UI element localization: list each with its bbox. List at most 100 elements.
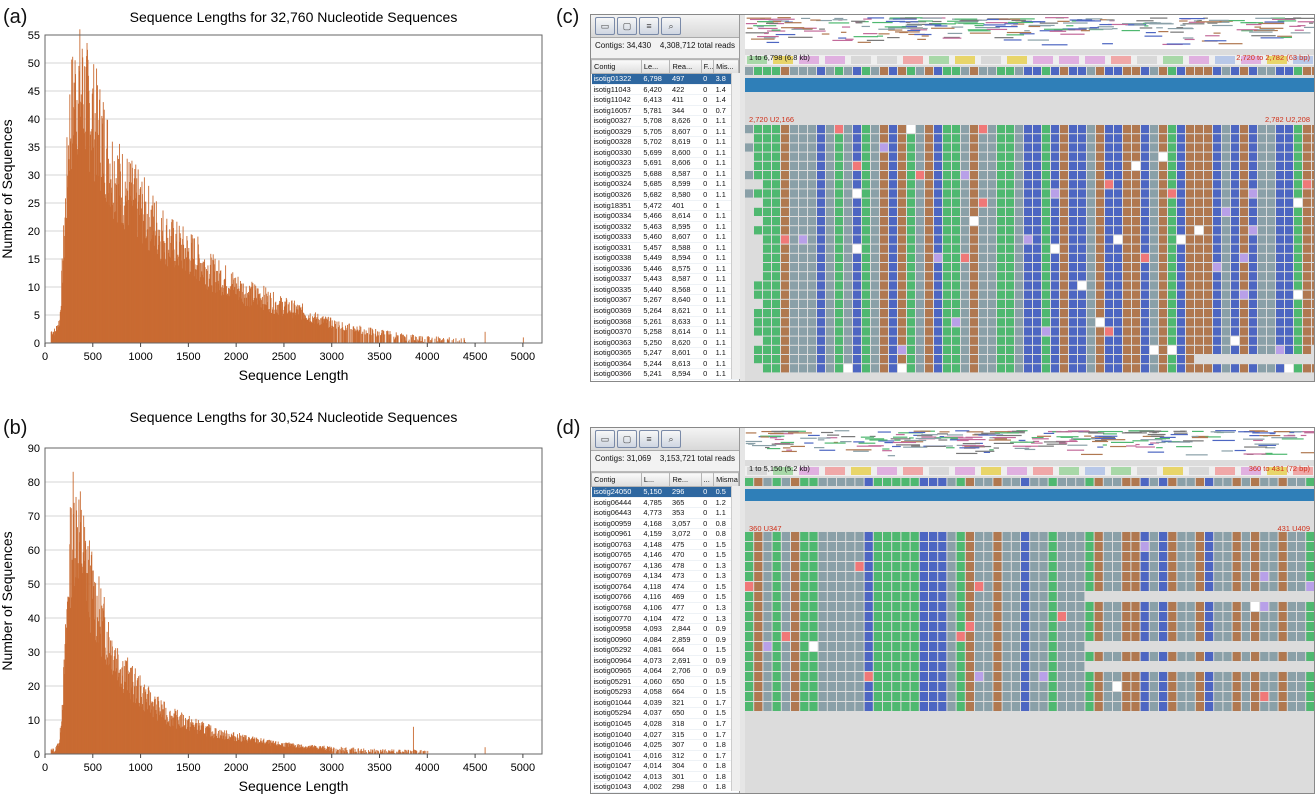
table-row[interactable]: isotig01042 4,013 301 0 1.8 bbox=[591, 771, 739, 783]
table-row[interactable]: isotig00764 4,118 474 0 1.5 bbox=[591, 581, 739, 593]
table-row[interactable]: isotig00769 4,134 473 0 1.3 bbox=[591, 570, 739, 582]
alignment-canvas[interactable] bbox=[745, 428, 1314, 793]
window-icon[interactable]: ▢ bbox=[617, 430, 637, 448]
table-row[interactable]: isotig00333 5,460 8,607 0 1.1 bbox=[591, 231, 739, 243]
read-base bbox=[808, 189, 816, 198]
table-row[interactable]: isotig00964 4,073 2,691 0 0.9 bbox=[591, 655, 739, 667]
table-row[interactable]: isotig00332 5,463 8,595 0 1.1 bbox=[591, 221, 739, 233]
table-row[interactable]: isotig00364 5,244 8,613 0 1.1 bbox=[591, 358, 739, 370]
table-row[interactable]: isotig01040 4,027 315 0 1.7 bbox=[591, 729, 739, 741]
table-row[interactable]: isotig00323 5,691 8,606 0 1.1 bbox=[591, 157, 739, 169]
table-row[interactable]: isotig11042 6,413 411 0 1.4 bbox=[591, 94, 739, 106]
table-row[interactable]: isotig00334 5,466 8,614 0 1.1 bbox=[591, 210, 739, 222]
table-row[interactable]: isotig01041 4,016 312 0 1.7 bbox=[591, 750, 739, 762]
table-row[interactable]: isotig24050 5,150 296 0 0.5 bbox=[591, 486, 739, 498]
table-row[interactable]: isotig00330 5,699 8,600 0 1.1 bbox=[591, 147, 739, 159]
table-row[interactable]: isotig00336 5,446 8,575 0 1.1 bbox=[591, 263, 739, 275]
table-row[interactable]: isotig06443 4,773 353 0 1.1 bbox=[591, 507, 739, 519]
table-row[interactable]: isotig00326 5,682 8,580 0 1.1 bbox=[591, 189, 739, 201]
table-row[interactable]: isotig00765 4,146 470 0 1.5 bbox=[591, 549, 739, 561]
table-row[interactable]: isotig00763 4,148 475 0 1.5 bbox=[591, 539, 739, 551]
read-base bbox=[898, 217, 906, 226]
table-row[interactable]: isotig00961 4,159 3,072 0 0.8 bbox=[591, 528, 739, 540]
table-row[interactable]: isotig05292 4,081 664 0 1.5 bbox=[591, 644, 739, 656]
search-icon[interactable]: ⌕ bbox=[661, 430, 681, 448]
table-row[interactable]: isotig05291 4,060 650 0 1.5 bbox=[591, 676, 739, 688]
table-row[interactable]: isotig00960 4,084 2,859 0 0.9 bbox=[591, 634, 739, 646]
read-base bbox=[790, 189, 798, 198]
table-row[interactable]: isotig00370 5,258 8,614 0 1.1 bbox=[591, 326, 739, 338]
read-base bbox=[988, 171, 996, 180]
table-row[interactable]: isotig00337 5,443 8,587 0 1.1 bbox=[591, 273, 739, 285]
histogram-bar bbox=[114, 212, 116, 343]
table-row[interactable]: isotig01043 4,002 298 0 1.8 bbox=[591, 781, 739, 793]
table-row[interactable]: isotig01047 4,014 304 0 1.8 bbox=[591, 760, 739, 772]
table-row[interactable]: isotig00367 5,267 8,640 0 1.1 bbox=[591, 294, 739, 307]
table-row[interactable]: isotig00767 4,136 478 0 1.3 bbox=[591, 560, 739, 572]
read-base bbox=[1260, 572, 1269, 581]
histogram-bar bbox=[62, 709, 64, 754]
read-base bbox=[993, 632, 1002, 641]
table-row[interactable]: isotig00365 5,247 8,601 0 1.1 bbox=[591, 347, 739, 359]
list-icon[interactable]: ≡ bbox=[639, 430, 659, 448]
column-header[interactable]: L... bbox=[640, 472, 671, 487]
search-icon[interactable]: ⌕ bbox=[661, 17, 681, 35]
read-base bbox=[1087, 134, 1095, 143]
folder-icon[interactable]: ▭ bbox=[595, 430, 615, 448]
column-header[interactable]: Rea... bbox=[669, 59, 702, 74]
table-row[interactable]: isotig00324 5,685 8,599 0 1.1 bbox=[591, 178, 739, 190]
table-row[interactable]: isotig00958 4,093 2,844 0 0.9 bbox=[591, 623, 739, 635]
histogram-bar bbox=[170, 257, 172, 343]
column-header[interactable]: F... bbox=[700, 59, 715, 74]
read-base bbox=[892, 602, 901, 611]
table-row[interactable]: isotig00369 5,264 8,621 0 1.1 bbox=[591, 305, 739, 317]
table-row[interactable]: isotig16057 5,781 344 0 0.7 bbox=[591, 105, 739, 117]
table-row[interactable]: isotig00768 4,106 477 0 1.3 bbox=[591, 602, 739, 614]
table-row[interactable]: isotig01046 4,025 307 0 1.8 bbox=[591, 739, 739, 751]
read-base bbox=[988, 263, 996, 272]
table-row[interactable]: isotig18351 5,472 401 0 1 bbox=[591, 200, 739, 212]
histogram-bar bbox=[102, 608, 104, 754]
window-icon[interactable]: ▢ bbox=[617, 17, 637, 35]
column-header[interactable]: Contig bbox=[591, 59, 642, 74]
table-row[interactable]: isotig05294 4,037 650 0 1.5 bbox=[591, 707, 739, 720]
column-header[interactable]: Le... bbox=[640, 59, 671, 74]
column-header[interactable]: Re... bbox=[669, 472, 702, 487]
table-row[interactable]: isotig01044 4,039 321 0 1.7 bbox=[591, 697, 739, 709]
overview-read bbox=[1032, 438, 1049, 440]
read-base bbox=[1123, 217, 1131, 226]
table-row[interactable]: isotig06444 4,785 365 0 1.2 bbox=[591, 497, 739, 509]
column-header[interactable]: ... bbox=[700, 472, 715, 487]
table-row[interactable]: isotig00331 5,457 8,588 0 1.1 bbox=[591, 242, 739, 254]
list-scrollbar[interactable] bbox=[731, 73, 740, 379]
table-row[interactable]: isotig05293 4,058 664 0 1.5 bbox=[591, 686, 739, 698]
read-base bbox=[864, 592, 873, 601]
overview-read bbox=[1270, 17, 1286, 19]
table-row[interactable]: isotig00335 5,440 8,568 0 1.1 bbox=[591, 284, 739, 296]
alignment-canvas[interactable] bbox=[745, 15, 1314, 381]
folder-icon[interactable]: ▭ bbox=[595, 17, 615, 35]
table-row[interactable]: isotig01045 4,028 318 0 1.7 bbox=[591, 718, 739, 730]
table-row[interactable]: isotig00959 4,168 3,057 0 0.8 bbox=[591, 518, 739, 530]
histogram-bar bbox=[69, 544, 71, 754]
table-row[interactable]: isotig00328 5,702 8,619 0 1.1 bbox=[591, 136, 739, 148]
read-base bbox=[1168, 572, 1177, 581]
table-row[interactable]: isotig00366 5,241 8,594 0 1.1 bbox=[591, 368, 739, 380]
column-header[interactable]: Mis... bbox=[713, 59, 739, 74]
table-row[interactable]: isotig00368 5,261 8,633 0 1.1 bbox=[591, 316, 739, 328]
table-row[interactable]: isotig00327 5,708 8,626 0 1.1 bbox=[591, 115, 739, 127]
table-row[interactable]: isotig00329 5,705 8,607 0 1.1 bbox=[591, 126, 739, 138]
column-header[interactable]: Contig bbox=[591, 472, 642, 487]
table-row[interactable]: isotig00766 4,116 469 0 1.5 bbox=[591, 591, 739, 603]
table-row[interactable]: isotig00325 5,688 8,587 0 1.1 bbox=[591, 168, 739, 180]
table-row[interactable]: isotig11043 6,420 422 0 1.4 bbox=[591, 84, 739, 96]
table-row[interactable]: isotig00965 4,064 2,706 0 0.9 bbox=[591, 665, 739, 677]
table-row[interactable]: isotig00363 5,250 8,620 0 1.1 bbox=[591, 337, 739, 349]
column-header[interactable]: Misma... bbox=[713, 472, 739, 487]
table-row[interactable]: isotig00338 5,449 8,594 0 1.1 bbox=[591, 252, 739, 264]
table-row[interactable]: isotig00770 4,104 472 0 1.3 bbox=[591, 613, 739, 625]
read-base bbox=[1303, 217, 1311, 226]
list-icon[interactable]: ≡ bbox=[639, 17, 659, 35]
table-row[interactable]: isotig01322 6,798 497 0 3.8 bbox=[591, 73, 739, 85]
list-scrollbar[interactable] bbox=[731, 486, 740, 791]
